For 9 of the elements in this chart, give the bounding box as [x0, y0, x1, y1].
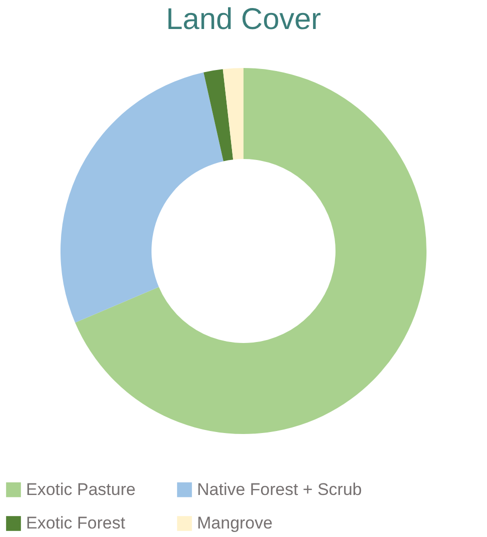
donut-slice — [75, 68, 426, 434]
legend-label: Exotic Pasture — [26, 480, 136, 499]
legend-label: Native Forest + Scrub — [197, 480, 362, 499]
donut-slice — [222, 68, 244, 160]
chart-title: Land Cover — [166, 3, 322, 36]
legend-label: Mangrove — [197, 514, 273, 532]
donut-slice — [60, 72, 224, 323]
legend-label: Exotic Forest — [26, 514, 126, 532]
donut-slice — [204, 69, 234, 162]
